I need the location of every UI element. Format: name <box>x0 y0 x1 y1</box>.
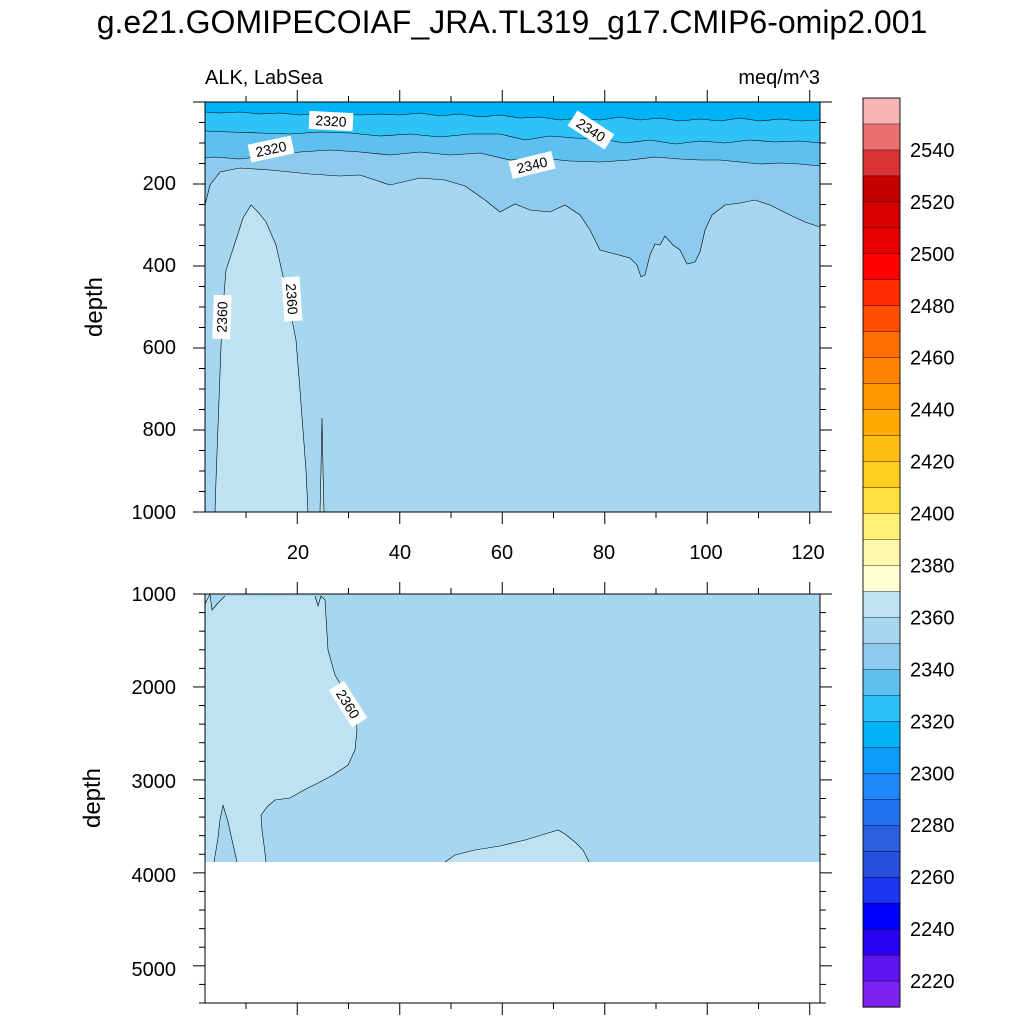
x-tick-label: 20 <box>287 542 309 564</box>
colorbar-box <box>862 539 901 567</box>
lower-y-tick-label: 3000 <box>132 771 177 793</box>
colorbar-box <box>862 799 901 826</box>
contour-label-2360-b: 2360 <box>283 283 301 315</box>
colorbar-box <box>862 435 901 463</box>
colorbar-box <box>862 149 901 177</box>
colorbar-box <box>862 954 901 982</box>
lower-y-tick-label: 1000 <box>132 584 177 606</box>
colorbar-box <box>862 980 901 1008</box>
lower-y-tick-label: 5000 <box>132 959 177 981</box>
colorbar-box <box>862 617 901 644</box>
upper-y-tick-label: 1000 <box>132 502 177 524</box>
colorbar-label: 2280 <box>910 815 955 837</box>
colorbar-box <box>862 928 901 956</box>
colorbar-box <box>862 591 901 619</box>
x-tick-label: 100 <box>689 542 722 564</box>
colorbar-label: 2520 <box>910 192 955 214</box>
lower-y-tick-label: 4000 <box>132 865 177 887</box>
colorbar-box <box>862 565 901 593</box>
colorbar-box <box>862 253 901 281</box>
colorbar-box <box>862 773 901 800</box>
colorbar-box <box>862 513 901 541</box>
colorbar-label: 2460 <box>910 348 955 370</box>
colorbar-box <box>862 876 901 904</box>
colorbar-box <box>862 695 901 722</box>
colorbar-box <box>862 123 901 151</box>
colorbar-box <box>862 97 901 125</box>
colorbar-label: 2420 <box>910 452 955 474</box>
colorbar-box <box>862 357 901 385</box>
colorbar-label: 2540 <box>910 140 955 162</box>
x-tick-label: 60 <box>491 542 513 564</box>
colorbar-label: 2200 <box>910 1023 955 1024</box>
colorbar-box <box>862 721 901 748</box>
colorbar-label: 2240 <box>910 919 955 941</box>
colorbar-box <box>862 487 901 515</box>
colorbar-box <box>862 643 901 670</box>
chart-title: g.e21.GOMIPECOIAF_JRA.TL319_g17.CMIP6-om… <box>96 4 928 40</box>
upper-y-tick-label: 600 <box>143 337 176 359</box>
contour-label-2340-a: 2320 <box>254 138 288 160</box>
variable-label: ALK, LabSea <box>205 67 324 89</box>
colorbar-box <box>862 669 901 696</box>
lower-y-axis-title: depth <box>79 768 106 828</box>
contour-labels: 2320 2340 2320 2340 2360 2360 2360 <box>212 110 615 728</box>
colorbar-box <box>862 850 901 878</box>
colorbar-label: 2320 <box>910 711 955 733</box>
upper-y-tick-label: 200 <box>143 173 176 195</box>
colorbar-label: 2220 <box>910 971 955 993</box>
lower-panel <box>193 582 832 1015</box>
contour-label-2340-b: 2340 <box>515 153 549 176</box>
contour-label-2320-a: 2320 <box>315 112 347 130</box>
colorbar-box <box>862 201 901 229</box>
colorbar-label: 2260 <box>910 867 955 889</box>
colorbar-box <box>862 461 901 489</box>
colorbar-box <box>862 825 901 852</box>
colorbar-box <box>862 227 901 255</box>
colorbar-label: 2360 <box>910 607 955 629</box>
x-tick-label: 40 <box>389 542 411 564</box>
colorbar: 2540 2520 2500 2480 2460 2440 2420 2400 2380 2360… <box>862 97 955 1024</box>
units-label: meq/m^3 <box>738 67 820 89</box>
colorbar-label: 2480 <box>910 296 955 318</box>
upper-y-tick-label: 400 <box>143 255 176 277</box>
colorbar-label: 2440 <box>910 400 955 422</box>
x-tick-label: 120 <box>791 542 824 564</box>
x-tick-label: 80 <box>593 542 615 564</box>
colorbar-box <box>862 305 901 333</box>
colorbar-label: 2380 <box>910 555 955 577</box>
upper-y-tick-label: 800 <box>143 419 176 441</box>
colorbar-box <box>862 409 901 437</box>
upper-y-axis-title: depth <box>81 277 108 337</box>
colorbar-label: 2300 <box>910 763 955 785</box>
colorbar-box <box>862 383 901 411</box>
colorbar-box <box>862 902 901 930</box>
contour-label-2360-a: 2360 <box>213 301 230 333</box>
colorbar-box <box>862 747 901 774</box>
colorbar-label: 2400 <box>910 504 955 526</box>
colorbar-label: 2500 <box>910 244 955 266</box>
colorbar-box <box>862 175 901 203</box>
colorbar-box <box>862 279 901 307</box>
colorbar-label: 2340 <box>910 659 955 681</box>
lower-y-tick-label: 2000 <box>132 677 177 699</box>
colorbar-box <box>862 331 901 359</box>
